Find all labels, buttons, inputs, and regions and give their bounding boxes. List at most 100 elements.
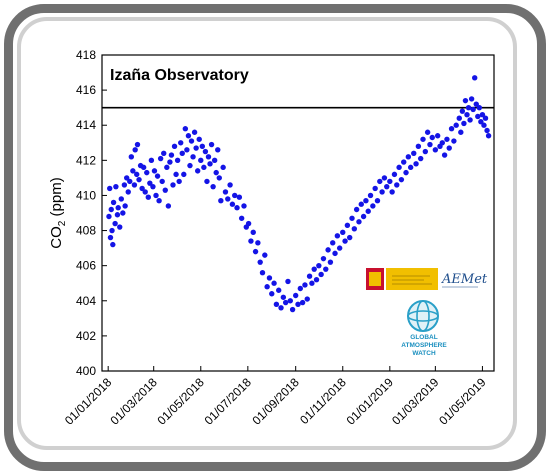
data-point (461, 120, 467, 127)
data-point (316, 262, 322, 269)
data-point (318, 271, 324, 278)
government-banner (386, 268, 438, 290)
data-point (179, 150, 185, 157)
data-point (110, 241, 116, 248)
data-point (118, 196, 124, 202)
data-point (190, 154, 196, 160)
data-point (429, 134, 435, 141)
x-tick-label: 01/11/2018 (297, 375, 349, 427)
data-point (292, 292, 299, 299)
data-point (234, 205, 240, 211)
data-point (353, 206, 360, 213)
data-point (127, 178, 133, 185)
data-point (384, 183, 390, 190)
data-point (287, 298, 293, 304)
data-point (387, 178, 393, 185)
data-point (178, 140, 184, 146)
data-point (241, 203, 247, 209)
y-label-sub: 2 (57, 220, 68, 226)
data-point (278, 305, 284, 311)
data-point (220, 164, 226, 171)
data-point (470, 106, 476, 113)
data-points (106, 75, 492, 313)
y-tick-label: 410 (76, 188, 96, 202)
data-point (215, 147, 221, 153)
data-point (225, 196, 231, 202)
data-point (379, 189, 385, 195)
data-point (161, 150, 167, 157)
data-point (259, 269, 266, 276)
data-point (266, 275, 273, 281)
data-point (336, 245, 343, 251)
data-point (227, 182, 233, 188)
data-point (216, 175, 222, 181)
data-point (154, 173, 161, 179)
data-point (407, 164, 414, 171)
data-point (257, 259, 263, 265)
y-label-unit: (ppm) (48, 177, 65, 220)
x-axis-ticks: 01/01/201801/03/201801/05/201801/07/2018… (62, 366, 489, 428)
data-point (112, 220, 118, 227)
data-point (285, 278, 291, 285)
data-point (170, 182, 176, 188)
data-point (252, 248, 259, 255)
data-point (465, 104, 472, 111)
data-point (248, 238, 254, 244)
data-point (117, 224, 123, 230)
data-point (132, 147, 138, 153)
data-point (176, 178, 182, 185)
data-point (424, 129, 431, 135)
data-point (109, 227, 115, 234)
data-point (427, 141, 433, 148)
data-point (295, 301, 301, 307)
data-point (432, 147, 439, 153)
data-point (334, 233, 341, 239)
data-point (125, 189, 131, 195)
data-point (342, 238, 348, 244)
data-point (280, 294, 287, 300)
data-point (356, 219, 362, 225)
data-point (282, 299, 289, 306)
data-point (479, 111, 486, 118)
data-point (232, 192, 238, 199)
data-point (264, 284, 270, 290)
data-point (420, 136, 426, 142)
data-point (401, 159, 407, 165)
data-point (381, 175, 388, 181)
data-point (113, 183, 119, 190)
x-tick-label: 01/01/2018 (62, 375, 115, 428)
x-tick-label: 01/09/2018 (249, 375, 302, 428)
data-point (167, 159, 173, 165)
data-point (250, 229, 256, 236)
data-point (485, 133, 492, 139)
data-point (351, 226, 358, 232)
data-point (151, 168, 158, 174)
data-point (114, 212, 121, 218)
data-point (198, 157, 204, 164)
data-point (210, 183, 216, 190)
data-point (153, 192, 159, 199)
data-point (446, 145, 452, 151)
y-axis-label: CO2 (ppm) (48, 177, 68, 248)
data-point (205, 154, 212, 160)
data-point (365, 208, 371, 214)
data-point (273, 301, 280, 307)
data-point (271, 280, 277, 286)
y-tick-label: 416 (76, 83, 96, 97)
data-point (297, 285, 304, 292)
data-point (484, 127, 490, 134)
data-point (398, 176, 405, 183)
aemet-logo: AEMet (366, 268, 488, 290)
data-point (467, 117, 473, 123)
chart-title: Izaña Observatory (110, 67, 249, 84)
data-point (349, 215, 355, 221)
data-point (213, 169, 219, 176)
y-tick-label: 418 (76, 48, 96, 62)
data-point (171, 143, 178, 149)
y-axis-ticks: 400 402 404 406 408 410 412 414 416 418 (76, 48, 107, 378)
data-point (478, 119, 484, 125)
data-point (327, 259, 334, 265)
y-tick-label: 404 (76, 294, 96, 308)
data-point (134, 141, 141, 148)
data-point (472, 75, 478, 81)
